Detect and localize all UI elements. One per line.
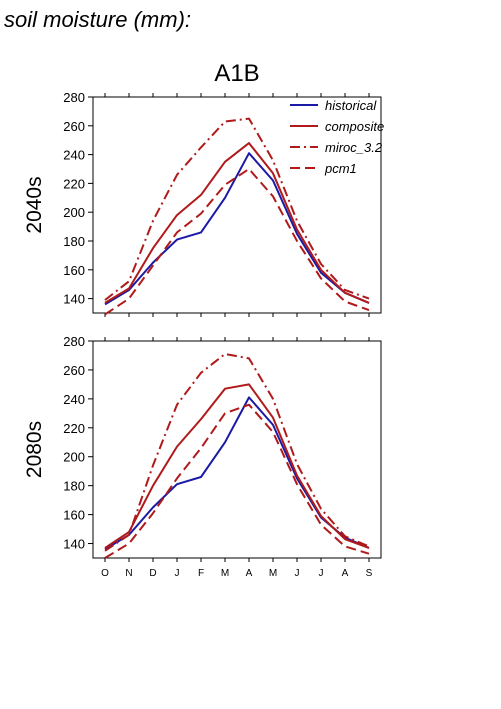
x-tick-label: F xyxy=(198,568,204,579)
panel-2040s: 140 160 180 200 220 240 260 280 2040s xyxy=(23,90,382,317)
y-tick-label: 260 xyxy=(63,363,85,378)
row-label: 2040s xyxy=(23,176,46,233)
series-line-composite xyxy=(104,383,370,549)
plot-frame xyxy=(92,340,382,559)
legend-label: pcm1 xyxy=(324,161,357,176)
y-tick-label: 140 xyxy=(63,537,85,552)
row-label: 2080s xyxy=(23,421,46,478)
panel-2080s: 140 160 180 200 220 240 260 280 O N D J F M A M J J A S 2080… xyxy=(23,334,382,579)
x-tick-label: N xyxy=(125,568,132,579)
x-tick-label: J xyxy=(319,568,324,579)
x-tick-label: A xyxy=(246,568,253,579)
x-tick-label: M xyxy=(269,568,277,579)
series-line-historical xyxy=(104,396,370,551)
y-tick-label: 180 xyxy=(63,234,85,249)
x-tick-label: D xyxy=(149,568,156,579)
y-tick-label: 220 xyxy=(63,421,85,436)
y-tick-label: 180 xyxy=(63,479,85,494)
x-tick-label: J xyxy=(295,568,300,579)
x-tick-label: S xyxy=(366,568,373,579)
y-tick-label: 140 xyxy=(63,292,85,307)
legend-label: composite xyxy=(325,119,384,134)
series-line-historical xyxy=(104,152,370,306)
scenario-title: A1B xyxy=(214,60,259,87)
x-tick-label: J xyxy=(175,568,180,579)
plot-frame xyxy=(92,96,382,314)
y-tick-label: 160 xyxy=(63,508,85,523)
series-line-composite xyxy=(104,142,370,304)
figure-title: soil moisture (mm): xyxy=(4,7,191,32)
y-tick-label: 280 xyxy=(63,334,85,349)
y-tick-label: 260 xyxy=(63,119,85,134)
legend-label: miroc_3.2 xyxy=(325,140,383,155)
y-tick-label: 160 xyxy=(63,263,85,278)
y-tick-label: 220 xyxy=(63,176,85,191)
x-tick-label: O xyxy=(101,568,109,579)
legend-label: historical xyxy=(325,98,377,113)
y-tick-label: 240 xyxy=(63,392,85,407)
y-tick-label: 240 xyxy=(63,148,85,163)
x-tick-label: A xyxy=(342,568,349,579)
y-tick-label: 200 xyxy=(63,205,85,220)
legend: historical composite miroc_3.2 pcm1 xyxy=(290,98,384,176)
series-line-miroc_3.2 xyxy=(104,117,370,301)
plot-area: 140 160 180 200 220 240 260 280 2040s 140 160 180 20… xyxy=(23,90,384,579)
series-line-miroc_3.2 xyxy=(104,353,370,552)
series-line-pcm1 xyxy=(104,403,370,559)
y-tick-label: 280 xyxy=(63,90,85,105)
x-tick-label: M xyxy=(221,568,229,579)
y-tick-label: 200 xyxy=(63,450,85,465)
series-line-pcm1 xyxy=(104,168,370,316)
